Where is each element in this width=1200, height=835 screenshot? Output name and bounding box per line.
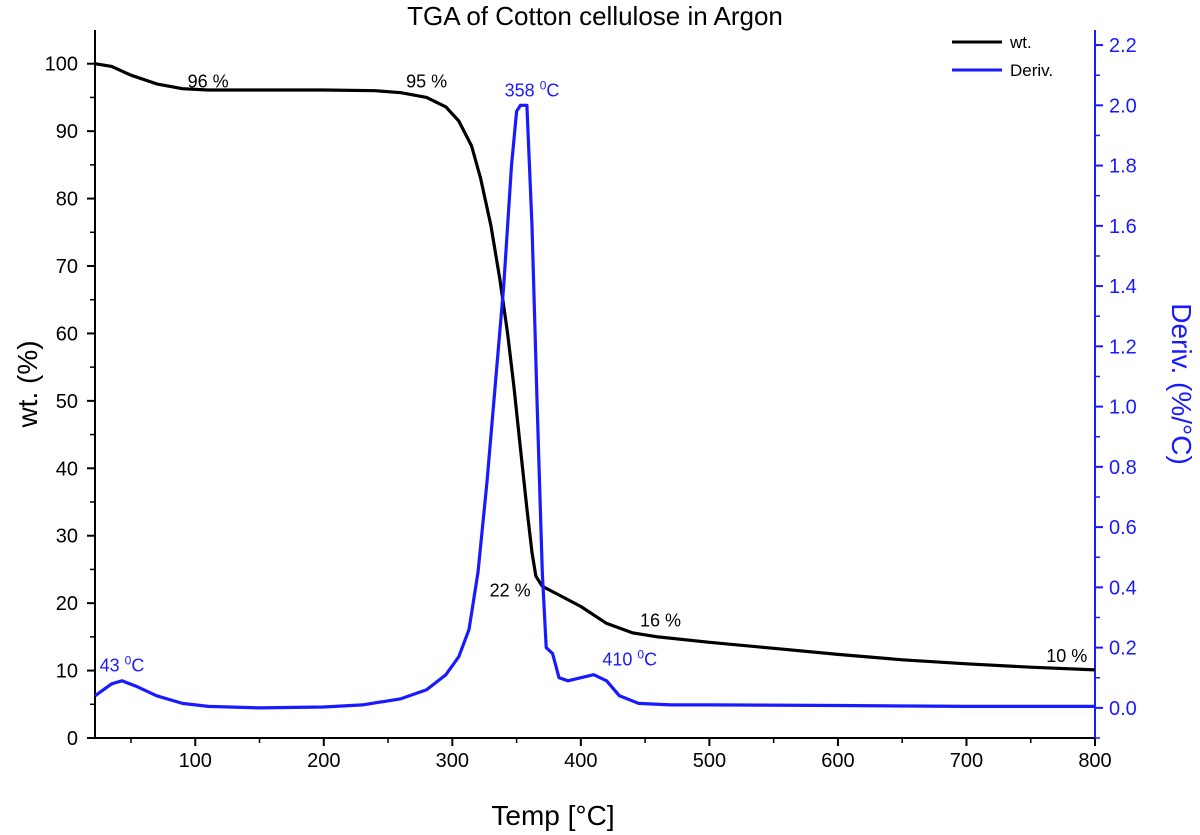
y-right-tick-label: 0.2 <box>1109 638 1137 660</box>
legend-label-wt: wt. <box>1009 33 1032 52</box>
annotation-label: 358 0C <box>505 78 560 100</box>
x-tick-label: 700 <box>950 750 983 772</box>
y-left-tick-label: 20 <box>56 593 78 615</box>
y-right-tick-label: 1.4 <box>1109 276 1137 298</box>
series-line-deriv <box>94 103 1095 710</box>
y-right-tick-label: 1.8 <box>1109 156 1137 178</box>
y-left-tick-label: 90 <box>56 121 78 143</box>
x-axis-label: Temp [°C] <box>491 800 614 831</box>
y-left-tick-label: 70 <box>56 256 78 278</box>
y-right-tick-label: 0.0 <box>1109 698 1137 720</box>
series-line-wt <box>94 62 1096 672</box>
y-right-tick-label: 0.6 <box>1109 517 1137 539</box>
x-tick-label: 400 <box>564 750 597 772</box>
annotation-label: 410 0C <box>602 648 657 670</box>
annotation-label: 95 % <box>406 71 447 91</box>
y-left-tick-label: 0 <box>67 728 78 750</box>
annotation-label: 10 % <box>1046 646 1087 666</box>
x-tick-label: 300 <box>436 750 469 772</box>
x-tick-label: 200 <box>307 750 340 772</box>
y-right-tick-label: 2.0 <box>1109 95 1137 117</box>
y-left-tick-label: 50 <box>56 391 78 413</box>
annotation-label: 16 % <box>640 611 681 631</box>
annotations: 96 % 95 % 22 % 16 % 10 % 358 0C 43 0C 410 0C <box>100 71 1088 675</box>
y-right-tick-label: 1.0 <box>1109 397 1137 419</box>
axes <box>94 30 1096 739</box>
y-left-tick-label: 100 <box>45 54 78 76</box>
y-left-tick-label: 80 <box>56 189 78 211</box>
y-left-tick-label: 30 <box>56 526 78 548</box>
x-tick-label: 100 <box>179 750 212 772</box>
y-right-tick-label: 0.4 <box>1109 577 1137 599</box>
annotation-label: 96 % <box>188 71 229 91</box>
y-left-tick-label: 60 <box>56 323 78 345</box>
chart-title: TGA of Cotton cellulose in Argon <box>407 1 783 31</box>
y-axis-right-label: Deriv. (%/°C) <box>1166 303 1197 465</box>
y-left-tick-label: 10 <box>56 661 78 683</box>
y-right-tick-label: 2.2 <box>1109 35 1137 57</box>
x-tick-label: 500 <box>693 750 726 772</box>
y-axis-left-label: wt. (%) <box>12 340 43 428</box>
legend-label-deriv: Deriv. <box>1010 61 1053 80</box>
ticks: 100 200 300 400 500 600 700 800 0 10 20 30 40 50 60 70 8… <box>45 35 1137 772</box>
y-right-tick-label: 1.2 <box>1109 336 1137 358</box>
annotation-label: 22 % <box>490 580 531 600</box>
y-right-tick-label: 0.8 <box>1109 457 1137 479</box>
annotation-label: 43 0C <box>100 654 145 676</box>
x-tick-label: 600 <box>821 750 854 772</box>
x-tick-label: 800 <box>1078 750 1111 772</box>
legend: wt. Deriv. <box>952 33 1053 80</box>
y-right-tick-label: 1.6 <box>1109 216 1137 238</box>
series <box>94 62 1096 710</box>
y-left-tick-label: 40 <box>56 458 78 480</box>
